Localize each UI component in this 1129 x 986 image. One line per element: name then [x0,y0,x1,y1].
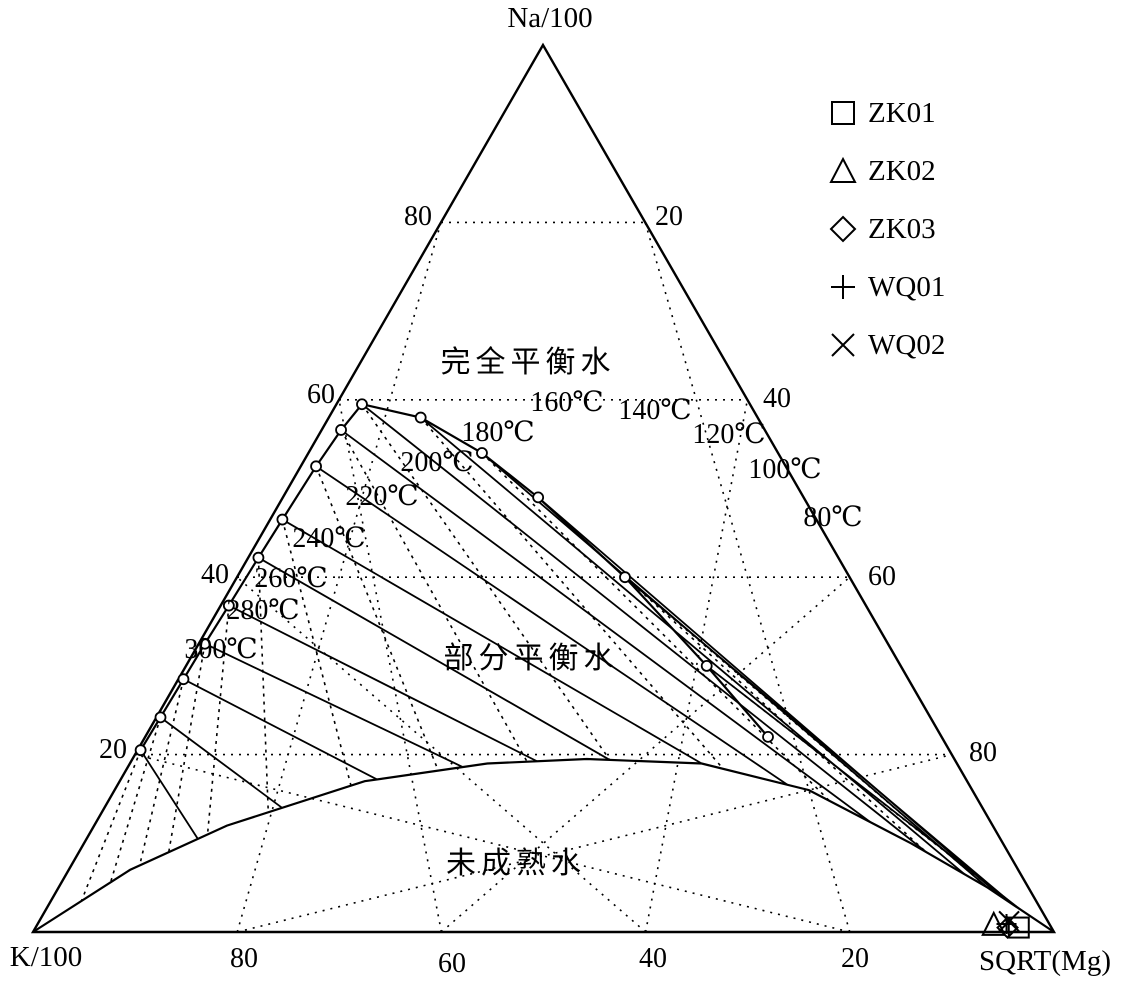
temperature-marker [762,730,774,743]
legend-item-zk02: ZK02 [828,142,945,200]
cross-marker-icon [831,333,855,357]
right-tick-label: 60 [868,561,896,592]
tie-line-dotted [167,643,206,853]
tie-line-dotted [420,417,724,770]
legend-item-zk01: ZK01 [828,84,945,142]
left-tick-label: 80 [404,201,432,232]
temperature-marker [276,513,289,526]
tie-line [420,416,966,876]
temperature-label: 180℃ [461,417,534,448]
gridline [134,753,850,933]
gridline [644,222,851,933]
temperature-marker [414,411,427,424]
temperature-label: 140℃ [618,395,691,426]
region-label-immature: 未成熟水 [446,847,586,880]
tie-line-dotted [315,466,439,771]
triangle-marker-icon [829,156,857,183]
gridline [236,222,442,933]
sample-points [981,910,1030,939]
apex-label-k: K/100 [10,941,83,973]
temperature-markers [134,398,774,757]
immature-boundary-curve [32,757,1055,933]
temperature-marker [222,599,235,612]
legend-item-wq02: WQ02 [828,316,945,374]
legend-label: ZK03 [868,212,936,245]
tie-line-dotted [481,452,830,802]
temperature-marker [532,491,545,504]
temperature-label: 160℃ [530,387,603,418]
temperature-marker [252,551,265,564]
temperature-marker [198,637,211,650]
tie-line-dotted [361,403,611,761]
temperature-label: 120℃ [692,419,765,450]
region-label-partial-equilibrium: 部分平衡水 [444,642,619,675]
tie-line [159,716,283,809]
temperature-marker [476,447,488,459]
tie-line [361,403,927,853]
legend-label: WQ02 [868,328,946,361]
gridline [338,399,443,933]
temperature-label: 200℃ [400,447,473,478]
tie-line [183,678,378,781]
tie-line-dotted [281,519,352,786]
left-tick-label: 40 [201,559,229,590]
right-tick-label: 80 [969,737,997,768]
plus-marker-icon [831,275,855,299]
tie-line [624,576,1015,907]
temperature-marker [310,460,322,473]
diamond-marker-icon [829,215,857,243]
square-marker-icon [831,101,855,125]
tie-line [228,604,538,763]
legend-label: WQ01 [868,270,946,303]
temperature-label: 220℃ [345,481,418,512]
bottom-tick-label: 40 [639,943,667,974]
apex-label-mg: SQRT(Mg) [979,945,1111,977]
tie-line [139,749,199,840]
left-tick-label: 20 [99,734,127,765]
tie-line-dotted [80,749,142,902]
legend-label: ZK01 [868,96,936,129]
temperature-marker [154,711,167,724]
triangle-frame [30,42,1057,934]
legend-item-zk03: ZK03 [828,200,945,258]
sample-zk01 [1007,916,1030,939]
temperature-marker [335,424,347,436]
tie-line [257,556,611,761]
dotted-gridlines [134,221,952,933]
apex-label-na: Na/100 [507,2,592,34]
tie-line [281,518,703,765]
tie-line-dotted [206,605,230,835]
temperature-marker [177,673,190,686]
temperature-label: 300℃ [184,634,257,665]
tie-line [204,642,464,768]
sample-wq02 [998,910,1020,933]
temperature-label: 100℃ [748,454,821,485]
temperature-label: 80℃ [803,502,862,533]
tie-line [315,465,788,786]
bottom-tick-label: 20 [841,943,869,974]
tie-line-dotted [340,429,528,763]
temperature-marker [134,744,147,757]
right-tick-label: 40 [763,383,791,414]
temperature-label: 280℃ [226,595,299,626]
right-tick-label: 20 [655,201,683,232]
tie-line [340,429,871,823]
temperature-marker [356,398,368,411]
tie-line-dotted [257,557,270,813]
left-tick-label: 60 [307,379,335,410]
tie-line-dotted [706,665,1015,907]
temperature-marker [700,660,713,672]
region-label-full-equilibrium: 完全平衡水 [441,346,616,379]
bottom-tick-label: 60 [438,948,466,979]
temperature-marker [619,571,631,584]
legend-item-wq01: WQ01 [828,258,945,316]
legend: ZK01 ZK02 ZK03 WQ01 WQ02 [828,84,945,374]
temperature-label: 260℃ [254,563,327,594]
legend-label: ZK02 [868,154,936,187]
temperature-label: 240℃ [292,523,365,554]
gridline [237,753,952,933]
tie-lines [80,403,1022,911]
bottom-tick-label: 80 [230,943,258,974]
